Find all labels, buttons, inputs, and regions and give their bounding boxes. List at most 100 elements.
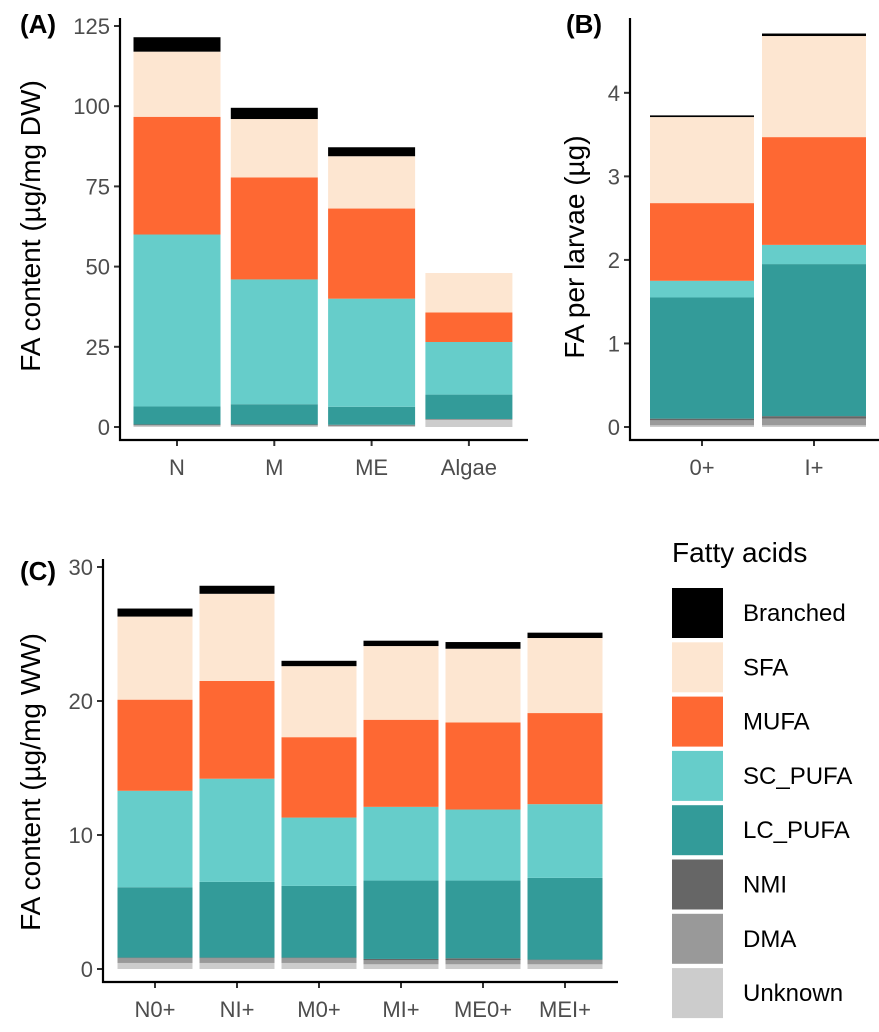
bar-a-n-branched — [133, 37, 221, 52]
legend-swatch-branched — [672, 588, 723, 638]
x-tick-label: M0+ — [297, 997, 340, 1022]
bar-c-n0-sfa — [117, 616, 193, 700]
panel-label: (B) — [566, 9, 602, 39]
bar-a-me-dma — [328, 425, 416, 427]
bar-c-ni-unknown — [199, 962, 275, 969]
bar-c-m0-branched — [281, 660, 357, 667]
panel-label: (C) — [20, 556, 56, 586]
bar-a-algae-lc-pufa — [425, 394, 513, 419]
legend-swatch-dma — [672, 913, 723, 964]
bar-a-algae-unknown — [425, 419, 513, 427]
bar-a-m-unknown — [230, 425, 318, 427]
bar-b-i-sc-pufa — [762, 244, 866, 265]
y-axis-title: FA content (µg/mg DW) — [15, 80, 46, 372]
bar-b-i-unknown — [762, 425, 866, 427]
bar-c-m0-sc-pufa — [281, 817, 357, 886]
legend-swatch-sfa — [672, 642, 723, 693]
bar-c-mi-lc-pufa — [363, 880, 439, 959]
x-tick-label: Algae — [441, 455, 497, 480]
bar-c-ni-lc-pufa — [199, 881, 275, 958]
legend-swatch-mufa — [672, 696, 723, 747]
bar-b-0-dma — [650, 420, 754, 426]
x-tick-label: MI+ — [382, 997, 419, 1022]
y-tick-label: 20 — [69, 689, 93, 714]
bar-b-0-sc-pufa — [650, 280, 754, 298]
bar-b-i-sfa — [762, 36, 866, 138]
bar-c-mi-sfa — [363, 646, 439, 720]
bar-a-n-nmi — [133, 424, 221, 426]
bar-c-ni-mufa — [199, 680, 275, 779]
bar-a-algae-dma — [425, 419, 513, 420]
y-tick-label: 0 — [608, 415, 620, 440]
panel-label: (A) — [20, 9, 56, 39]
bar-c-ni-nmi — [199, 957, 275, 959]
bar-a-n-lc-pufa — [133, 406, 221, 425]
bar-c-n0-mufa — [117, 699, 193, 791]
bar-c-m0-mufa — [281, 737, 357, 818]
bar-a-n-mufa — [133, 116, 221, 235]
legend-label-sc-pufa: SC_PUFA — [743, 763, 852, 790]
bar-c-ni-branched — [199, 585, 275, 594]
legend-swatch-unknown — [672, 968, 723, 1019]
bar-a-m-sfa — [230, 119, 318, 178]
bar-c-me0-branched — [445, 642, 521, 649]
x-tick-label: N0+ — [135, 997, 176, 1022]
y-tick-label: 2 — [608, 248, 620, 273]
x-tick-label: M — [265, 455, 283, 480]
bar-a-algae-sc-pufa — [425, 341, 513, 395]
x-tick-label: 0+ — [689, 455, 714, 480]
y-tick-label: 75 — [86, 174, 110, 199]
bar-a-me-lc-pufa — [328, 406, 416, 425]
y-tick-label: 30 — [69, 555, 93, 580]
y-tick-label: 4 — [608, 81, 620, 106]
y-tick-label: 25 — [86, 335, 110, 360]
bar-c-mei-sfa — [527, 638, 603, 714]
bar-c-mi-dma — [363, 960, 439, 965]
legend-items: Branched SFA MUFA SC_PUFA LC_PUFA NMI DMA Unkno… — [672, 588, 852, 1019]
bar-c-mi-branched — [363, 640, 439, 647]
y-tick-label: 50 — [86, 255, 110, 280]
y-tick-label: 0 — [98, 415, 110, 440]
bar-b-0-unknown — [650, 425, 754, 427]
bar-a-algae-mufa — [425, 312, 513, 342]
bar-b-0-nmi — [650, 418, 754, 421]
legend-swatch-sc-pufa — [672, 750, 723, 801]
bar-a-n-unknown — [133, 425, 221, 427]
legend-swatch-lc-pufa — [672, 805, 723, 856]
bar-c-mi-unknown — [363, 964, 439, 969]
bar-a-m-sc-pufa — [230, 279, 318, 405]
y-tick-label: 1 — [608, 331, 620, 356]
bar-c-n0-sc-pufa — [117, 790, 193, 888]
bar-c-ni-sfa — [199, 593, 275, 681]
x-tick-label: N — [169, 455, 185, 480]
bar-b-0-lc-pufa — [650, 297, 754, 419]
bar-c-me0-sc-pufa — [445, 809, 521, 881]
bar-c-m0-sfa — [281, 666, 357, 738]
legend: Fatty acids Branched SFA MUFA SC_PUFA LC_PUF… — [672, 537, 852, 1019]
bar-a-n-dma — [133, 425, 221, 426]
bar-c-me0-unknown — [445, 964, 521, 969]
bar-a-m-dma — [230, 425, 318, 426]
bar-a-me-mufa — [328, 208, 416, 299]
legend-title: Fatty acids — [672, 537, 807, 568]
bar-a-me-sfa — [328, 156, 416, 209]
bar-a-me-branched — [328, 147, 416, 157]
bar-c-m0-nmi — [281, 957, 357, 959]
bar-b-i-dma — [762, 418, 866, 426]
bar-c-ni-dma — [199, 958, 275, 963]
bar-c-me0-lc-pufa — [445, 880, 521, 959]
bar-c-me0-nmi — [445, 958, 521, 961]
bar-c-mei-unknown — [527, 964, 603, 969]
bar-a-n-sfa — [133, 51, 221, 117]
bar-a-m-branched — [230, 107, 318, 120]
bar-c-m0-unknown — [281, 962, 357, 969]
bar-c-mei-dma — [527, 960, 603, 965]
bar-a-algae-sfa — [425, 273, 513, 313]
bar-a-m-mufa — [230, 177, 318, 280]
legend-label-unknown: Unknown — [743, 980, 843, 1007]
bar-c-mi-sc-pufa — [363, 806, 439, 881]
legend-label-nmi: NMI — [743, 872, 787, 899]
bar-a-me-nmi — [328, 424, 416, 426]
x-tick-label: MEI+ — [539, 997, 591, 1022]
